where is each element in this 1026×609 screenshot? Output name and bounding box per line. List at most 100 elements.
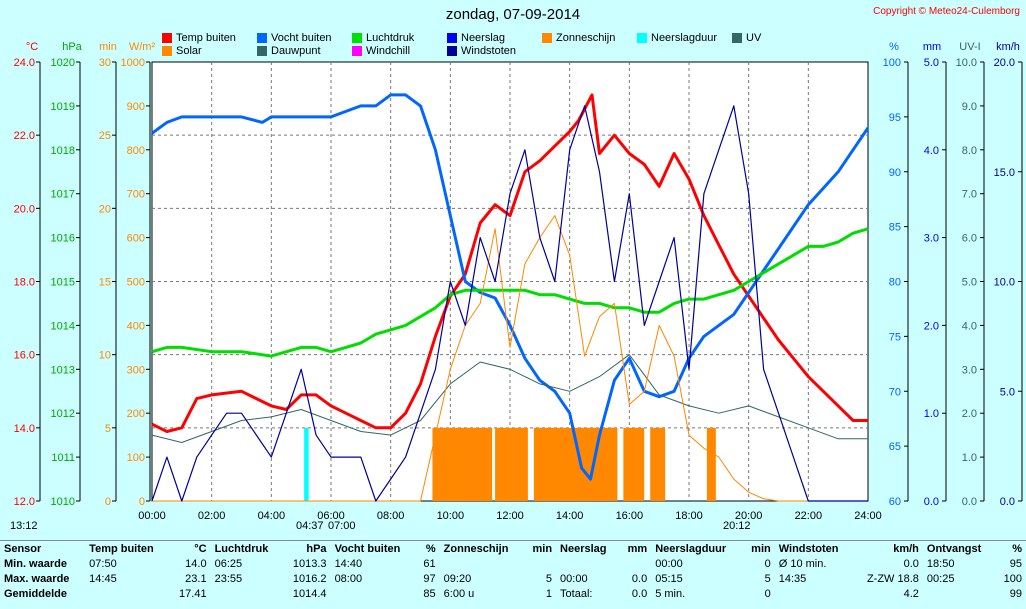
legend-swatch	[637, 33, 647, 43]
stats-cell: 5 min.	[655, 587, 686, 600]
stats-cell: 00:00	[655, 557, 683, 570]
stats-cell: 0.0	[903, 557, 919, 570]
y-tick-label: 25	[99, 130, 111, 142]
stats-cell: 0.0	[631, 572, 648, 585]
stats-cell: Max. waarde	[4, 572, 70, 585]
stats-table: Sensor Temp buiten °C Luchtdruk hPa Voch…	[0, 540, 1026, 609]
stats-cell: 97	[423, 572, 436, 585]
y-tick-label: 7.0	[962, 189, 977, 201]
y-tick-label: 200	[127, 408, 145, 420]
stats-cell: 09:20	[443, 572, 472, 585]
y-tick-label: 0.0	[924, 496, 939, 508]
stats-header: Vocht buiten	[334, 542, 401, 555]
stats-header: °C	[194, 542, 207, 555]
y-tick-label: 22.0	[14, 130, 35, 142]
series-line-windstoten	[151, 105, 868, 502]
stats-cell: 1014.4	[292, 587, 327, 600]
y-tick-label: 1020	[51, 57, 75, 69]
y-tick-label: 5	[105, 423, 111, 435]
y-tick-label: 0	[139, 496, 145, 508]
x-tick-label: 24:00	[854, 510, 882, 522]
y-tick-label: 12.0	[14, 496, 35, 508]
legend-swatch	[257, 46, 267, 56]
y-tick-label: 1000	[121, 57, 145, 69]
stats-header: km/h	[893, 542, 919, 555]
legend-item: Vocht buiten	[257, 32, 332, 44]
legend-item: Dauwpunt	[257, 45, 321, 57]
y-tick-label: 20.0	[14, 203, 35, 215]
y-axis-title: hPa	[62, 41, 82, 53]
stats-header-row: Sensor Temp buiten °C Luchtdruk hPa Voch…	[0, 541, 1026, 556]
stats-cell: 0	[764, 557, 771, 570]
stats-header: Zonneschijn	[443, 542, 509, 555]
y-tick-label: 10.0	[994, 277, 1015, 289]
y-axis-title: UV-I	[959, 41, 980, 53]
x-tick-label: 18:00	[675, 510, 703, 522]
stats-cell	[440, 556, 524, 571]
legend-item: Windchill	[352, 45, 410, 57]
y-tick-label: 1012	[51, 408, 75, 420]
stats-header: Luchtdruk	[214, 542, 269, 555]
bar-zonneschijn	[495, 427, 528, 501]
legend-swatch	[732, 33, 742, 43]
stats-cell	[775, 586, 854, 601]
stats-header: mm	[627, 542, 648, 555]
y-tick-label: 1013	[51, 364, 75, 376]
y-tick-label: 90	[889, 167, 901, 179]
stats-cell: 23:55	[214, 572, 243, 585]
sun-times: 13:12 04:37 07:00 20:12	[0, 520, 1026, 536]
y-tick-label: 2.0	[962, 408, 977, 420]
y-tick-label: 16.0	[14, 350, 35, 362]
x-tick-label: 10:00	[437, 510, 465, 522]
stats-cell: 14:45	[89, 572, 117, 585]
y-axis-title: mm	[923, 41, 941, 53]
stats-cell: 07:50	[89, 557, 117, 570]
bar-zonneschijn	[432, 427, 493, 501]
stats-cell: Ø 10 min.	[778, 557, 827, 570]
legend-swatch	[257, 33, 267, 43]
legend-item: Neerslagduur	[637, 32, 717, 44]
legend-item: Luchtdruk	[352, 32, 414, 44]
y-tick-label: 1011	[51, 452, 75, 464]
stats-cell: 17.41	[179, 587, 207, 600]
stats-cell: 00:25	[926, 572, 955, 585]
x-tick-label: 16:00	[616, 510, 644, 522]
chart-title: zondag, 07-09-2014	[445, 6, 581, 23]
legend-label: Temp buiten	[176, 32, 236, 44]
stats-header: Sensor	[4, 542, 42, 555]
legend-item: Windstoten	[447, 45, 516, 57]
stats-cell: 85	[423, 587, 436, 600]
stats-cell: 5	[545, 572, 553, 585]
stats-header: %	[1012, 542, 1022, 555]
sun-start-time: 13:12	[10, 520, 38, 532]
bar-neerslagduur	[304, 427, 309, 501]
stats-cell: 05:15	[655, 572, 683, 585]
y-tick-label: 1018	[51, 145, 75, 157]
y-tick-label: 70	[889, 386, 901, 398]
stats-header: %	[425, 542, 436, 555]
stats-cell: 1	[545, 587, 553, 600]
stats-cell: Gemiddelde	[4, 587, 67, 600]
stats-cell: 23.1	[185, 572, 207, 585]
x-tick-label: 20:00	[735, 510, 763, 522]
legend-label: Vocht buiten	[271, 32, 332, 44]
y-tick-label: 15	[99, 277, 111, 289]
y-tick-label: 2.0	[924, 320, 939, 332]
sun-sunset-time: 20:12	[723, 520, 751, 532]
y-tick-label: 1015	[51, 277, 75, 289]
x-tick-label: 08:00	[377, 510, 405, 522]
legend-label: Neerslagduur	[651, 32, 718, 44]
stats-header: Ontvangst	[926, 542, 982, 555]
y-tick-label: 3.0	[962, 364, 977, 376]
bar-zonneschijn	[706, 427, 716, 501]
y-axis-title: min	[99, 41, 117, 53]
stats-row-avg: Gemiddelde 17.41 1014.4 85 6:00 u 1 Tota…	[0, 586, 1026, 601]
y-tick-label: 400	[127, 320, 145, 332]
y-tick-label: 18.0	[14, 277, 35, 289]
stats-cell: 99	[1009, 587, 1022, 600]
legend-swatch	[352, 33, 362, 43]
y-axis-title: %	[889, 41, 899, 53]
stats-cell: 0.0	[631, 587, 648, 600]
y-tick-label: 300	[127, 364, 145, 376]
y-tick-label: 4.0	[962, 320, 977, 332]
